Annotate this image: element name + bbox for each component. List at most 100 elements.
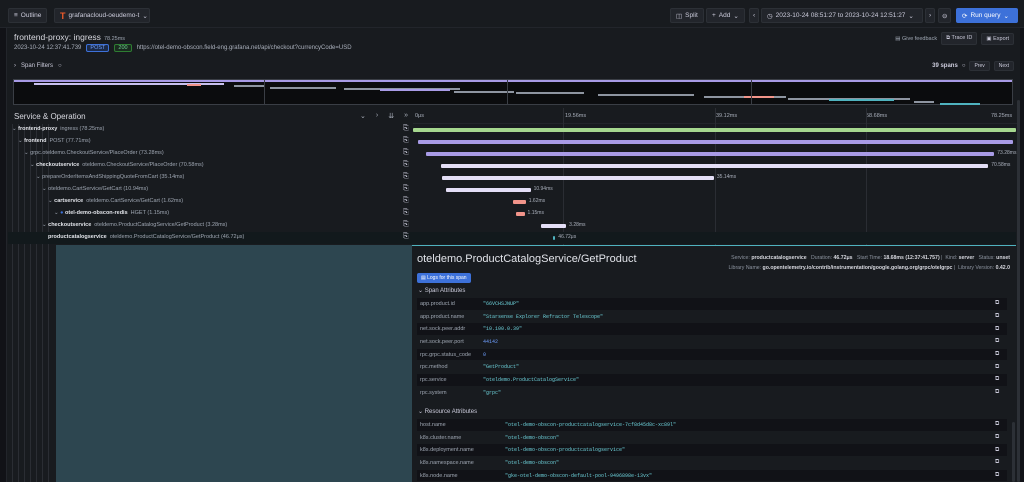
span-bar[interactable] [418, 140, 1013, 144]
outline-button[interactable]: ≡ Outline [8, 8, 48, 23]
span-row[interactable]: ⌄ prepareOrderItemsAndShippingQuoteFromC… [8, 172, 1016, 184]
span-bar[interactable] [540, 224, 567, 228]
span-row[interactable]: ⌄ frontend-proxy ingress (78.25ms) ⎘ [8, 124, 1016, 136]
span-logs-icon[interactable]: ⎘ [403, 173, 409, 180]
span-label[interactable]: ⌄ checkoutservice oteldemo.ProductCatalog… [42, 222, 227, 228]
split-button[interactable]: ◫ Split [670, 8, 704, 23]
copy-icon[interactable]: ⧉ [995, 472, 1000, 479]
chevron-down-icon[interactable]: ⌄ [18, 138, 25, 144]
run-query-button[interactable]: ⟳ Run query ⌄ [956, 8, 1018, 23]
span-filters-toggle[interactable]: › Span Filters ○ [14, 63, 62, 69]
span-logs-icon[interactable]: ⎘ [403, 233, 409, 240]
give-feedback-link[interactable]: ▤ Give feedback [895, 35, 938, 42]
chevron-down-icon[interactable]: ⌄ [12, 126, 19, 132]
attribute-key: app.product.name [420, 313, 465, 320]
span-logs-icon[interactable]: ⎘ [403, 161, 409, 168]
chevron-down-icon[interactable]: ⌄ [54, 210, 61, 216]
span-bar[interactable] [446, 188, 531, 192]
chevron-down-icon[interactable]: ⌄ [48, 198, 55, 204]
copy-icon[interactable]: ⧉ [995, 300, 1000, 307]
span-bar[interactable] [441, 176, 714, 180]
span-bar[interactable] [441, 164, 989, 168]
attribute-row: k8s.cluster.name "otel-demo-obscon" ⧉ [417, 432, 1007, 445]
span-bar[interactable] [513, 200, 526, 204]
collapse-one-icon[interactable]: ⌄ [360, 113, 366, 120]
span-label[interactable]: ⌄ oteldemo.CartService/GetCart (10.94ms) [42, 186, 148, 192]
span-row[interactable]: ⌄ oteldemo.CartService/GetCart (10.94ms)… [8, 184, 1016, 196]
chevron-down-icon[interactable]: ⌄ [42, 222, 49, 228]
span-row[interactable]: ⌄ cartservice oteldemo.CartService/GetCar… [8, 196, 1016, 208]
expand-all-icon[interactable]: » [404, 112, 408, 119]
minimap-span [516, 92, 584, 94]
span-logs-icon[interactable]: ⎘ [403, 185, 409, 192]
span-row[interactable]: ⌄ checkoutservice oteldemo.CheckoutServic… [8, 160, 1016, 172]
span-logs-icon[interactable]: ⎘ [403, 149, 409, 156]
collapse-all-icon[interactable]: ⇊ [388, 113, 395, 120]
span-logs-icon[interactable]: ⎘ [403, 221, 409, 228]
copy-icon[interactable]: ⧉ [995, 338, 1000, 345]
prev-button[interactable]: Prev [969, 61, 990, 71]
trace-meta: 2023-10-24 12:37:41.739 POST 200 https:/… [14, 44, 352, 52]
span-label[interactable]: productcatalogservice oteldemo.ProductCat… [48, 234, 244, 240]
copy-icon[interactable]: ⧉ [995, 351, 1000, 358]
copy-icon[interactable]: ⧉ [995, 325, 1000, 332]
span-bar[interactable] [553, 236, 556, 240]
time-back-button[interactable]: ‹ [749, 8, 760, 23]
time-range-picker[interactable]: ◷ 2023-10-24 08:51:27 to 2023-10-24 12:5… [761, 8, 923, 23]
span-label[interactable]: ⌄ cartservice oteldemo.CartService/GetCar… [48, 198, 183, 204]
chevron-down-icon[interactable]: ⌄ [24, 150, 31, 156]
span-label[interactable]: ⌄ prepareOrderItemsAndShippingQuoteFromC… [36, 174, 184, 180]
resource-scrollbar[interactable] [1012, 422, 1015, 482]
span-label[interactable]: ⌄ checkoutservice oteldemo.CheckoutServic… [30, 162, 204, 168]
time-forward-button[interactable]: › [925, 8, 936, 23]
copy-icon[interactable]: ⧉ [995, 434, 1000, 441]
chevron-down-icon[interactable]: ⌄ [36, 174, 43, 180]
span-logs-icon[interactable]: ⎘ [403, 209, 409, 216]
span-row[interactable]: productcatalogservice oteldemo.ProductCat… [8, 232, 1016, 244]
attribute-key: rpc.grpc.status_code [420, 351, 472, 358]
trace-id-button[interactable]: ⧉ Trace ID [941, 32, 978, 45]
copy-icon[interactable]: ⧉ [995, 459, 1000, 466]
span-row[interactable]: ⌄ ● otel-demo-obscon-redis HGET (1.15ms) ⎘… [8, 208, 1016, 220]
resource-attributes-toggle[interactable]: ⌄ Resource Attributes [418, 409, 478, 415]
span-detail-title: oteldemo.ProductCatalogService/GetProduc… [417, 253, 637, 265]
logs-for-span-button[interactable]: ▤ Logs for this span [417, 273, 471, 283]
span-row[interactable]: ⌄ grpc.oteldemo.CheckoutService/PlaceOrd… [8, 148, 1016, 160]
span-label[interactable]: ⌄ ● otel-demo-obscon-redis HGET (1.15ms) [54, 210, 169, 216]
span-row[interactable]: ⌄ frontend POST (77.71ms) ⎘ [8, 136, 1016, 148]
minimap-span [344, 88, 460, 90]
next-button[interactable]: Next [993, 61, 1014, 71]
copy-icon[interactable]: ⧉ [995, 389, 1000, 396]
copy-icon[interactable]: ⧉ [995, 421, 1000, 428]
copy-icon[interactable]: ⧉ [995, 446, 1000, 453]
span-label[interactable]: ⌄ frontend POST (77.71ms) [18, 138, 91, 144]
span-bar[interactable] [515, 212, 525, 216]
datasource-picker[interactable]: T grafanacloud-oeudemo-t ⌄ [54, 8, 150, 23]
operation-name: oteldemo.CheckoutService/PlaceOrder (70.… [82, 162, 204, 168]
add-button[interactable]: + Add ⌄ [706, 8, 745, 23]
zoom-out-button[interactable]: ⊖ [938, 8, 952, 23]
span-attributes-toggle[interactable]: ⌄ Span Attributes [418, 288, 466, 294]
expand-one-icon[interactable]: › [375, 112, 379, 119]
span-logs-icon[interactable]: ⎘ [403, 125, 409, 132]
copy-icon[interactable]: ⧉ [995, 376, 1000, 383]
chevron-down-icon[interactable]: ⌄ [30, 162, 37, 168]
span-label[interactable]: ⌄ grpc.oteldemo.CheckoutService/PlaceOrd… [24, 150, 164, 156]
span-logs-icon[interactable]: ⎘ [403, 137, 409, 144]
export-button[interactable]: ▣ Export [981, 32, 1014, 45]
operation-name: oteldemo.ProductCatalogService/GetProduc… [94, 222, 228, 228]
span-bar[interactable] [426, 152, 995, 156]
trace-minimap[interactable] [13, 79, 1013, 105]
chevron-down-icon[interactable]: ⌄ [42, 186, 49, 192]
page-scrollbar[interactable] [1017, 100, 1020, 482]
attribute-key: k8s.node.name [420, 472, 458, 479]
service-name: frontend [24, 138, 47, 144]
attribute-row: rpc.system "grpc" ⧉ [417, 387, 1007, 400]
span-bar[interactable] [413, 128, 1016, 132]
span-logs-icon[interactable]: ⎘ [403, 197, 409, 204]
copy-icon[interactable]: ⧉ [995, 363, 1000, 370]
copy-icon[interactable]: ⧉ [995, 313, 1000, 320]
span-label[interactable]: ⌄ frontend-proxy ingress (78.25ms) [12, 126, 104, 132]
span-row[interactable]: ⌄ checkoutservice oteldemo.ProductCatalog… [8, 220, 1016, 232]
attribute-row: app.product.name "Starsense Explorer Refr… [417, 311, 1007, 324]
